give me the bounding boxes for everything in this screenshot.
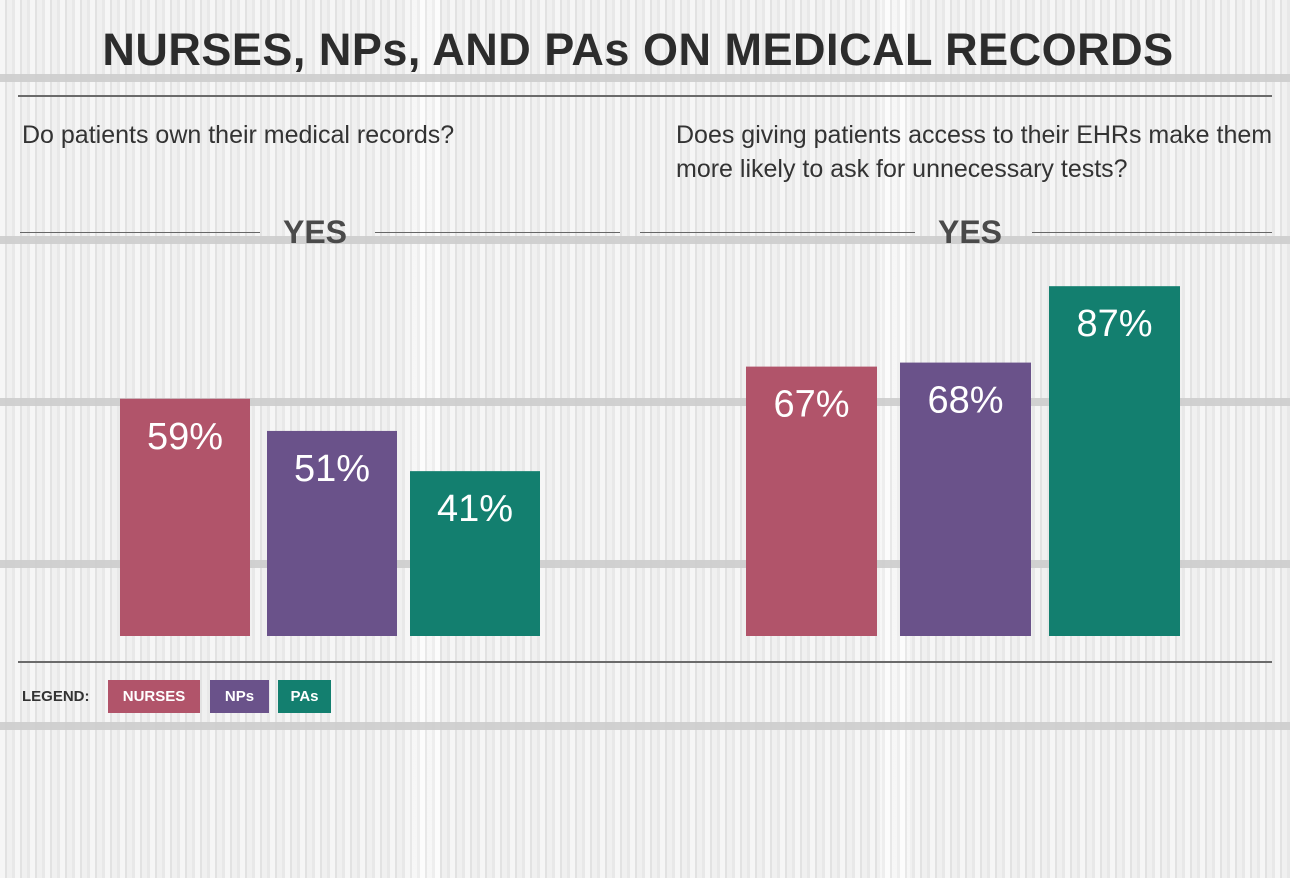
legend-item-nurses: NURSES [108,680,200,713]
bar-value-label-right-nps: 68% [927,380,1003,422]
yes-label-left: YES [282,214,348,250]
bar-value-label-left-pas: 41% [437,488,513,530]
bar-value-label-left-nps: 51% [294,448,370,490]
bar-left-nurses [120,398,250,636]
yes-divider-right-b [1032,232,1272,233]
yes-label-right: YES [937,214,1003,250]
bar-chart-right: 67% 68% 87% [746,286,1180,636]
bar-left-nps [267,430,397,636]
legend-item-pas: PAs [278,680,331,713]
legend-label: LEGEND: [22,688,90,705]
bar-value-label-left-nurses: 59% [147,416,223,458]
question-right: Does giving patients access to their EHR… [676,121,1273,183]
bar-left-pas [410,471,540,636]
bar-chart-left: 59% 51% 41% [120,398,540,636]
title-divider [18,95,1272,97]
bar-right-nurses [746,366,877,636]
bar-value-label-right-pas: 87% [1076,303,1152,345]
yes-divider-left-b [375,232,620,233]
yes-divider-left-a [20,232,260,233]
legend-item-nps: NPs [210,680,269,713]
bar-right-nps [900,362,1031,636]
yes-divider-right-a [640,232,915,233]
bar-value-label-right-nurses: 67% [773,384,849,426]
legend-divider [18,661,1272,663]
chart-title: NURSES, NPs, AND PAs ON MEDICAL RECORDS [102,24,1174,75]
bar-right-pas [1049,286,1180,636]
question-left: Do patients own their medical records? [22,121,455,149]
